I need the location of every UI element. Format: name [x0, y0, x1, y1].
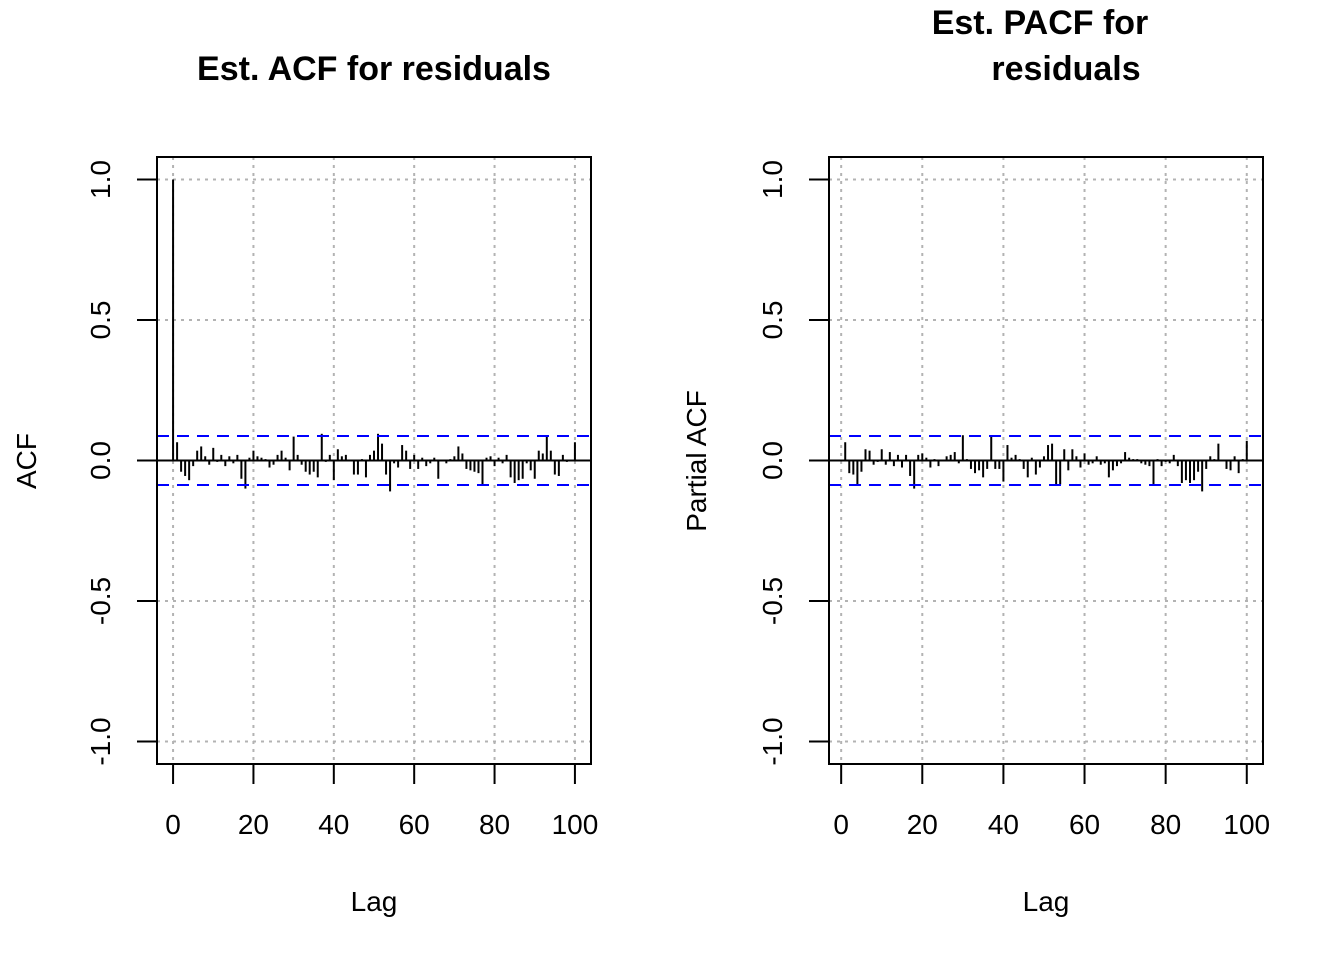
pacf-x-tick-label-4: 80	[1150, 809, 1181, 840]
pacf-panel: Est. PACF for residuals 0 20 40 60 80 100 -1.0…	[681, 4, 1270, 917]
pacf-title-line-2: residuals	[991, 50, 1140, 88]
acf-x-tick-label-4: 80	[479, 809, 510, 840]
acf-bars	[157, 179, 591, 492]
pacf-confidence-bounds	[829, 435, 1263, 486]
pacf-x-tick-label-3: 60	[1069, 809, 1100, 840]
acf-x-tick-label-0: 0	[165, 809, 181, 840]
pacf-y-tick-label-2: 0.0	[757, 441, 788, 480]
acf-axes: 0 20 40 60 80 100 -1.0 -0.5 0.0 0.5 1.0	[85, 156, 599, 840]
pacf-x-tick-label-2: 40	[988, 809, 1019, 840]
acf-x-axis-label: Lag	[351, 886, 398, 917]
pacf-x-tick-label-1: 20	[907, 809, 938, 840]
pacf-x-tick-label-0: 0	[833, 809, 849, 840]
pacf-axes: 0 20 40 60 80 100 -1.0 -0.5 0.0 0.5 1.0	[757, 156, 1270, 840]
acf-y-tick-label-1: -0.5	[85, 577, 116, 625]
pacf-x-axis-label: Lag	[1023, 886, 1070, 917]
pacf-title-line-1: Est. PACF for	[932, 4, 1149, 42]
pacf-y-tick-label-4: 1.0	[757, 160, 788, 199]
pacf-y-tick-label-3: 0.5	[757, 301, 788, 340]
acf-y-tick-label-2: 0.0	[85, 441, 116, 480]
acf-y-tick-label-3: 0.5	[85, 301, 116, 340]
pacf-grid	[829, 157, 1263, 764]
pacf-y-tick-label-1: -0.5	[757, 577, 788, 625]
pacf-y-tick-label-0: -1.0	[757, 717, 788, 765]
acf-panel: Est. ACF for residuals 0 20 40 60 80 100 -1.0 -…	[11, 50, 598, 917]
acf-y-axis-label: ACF	[11, 433, 42, 489]
acf-x-tick-label-2: 40	[318, 809, 349, 840]
acf-x-tick-label-3: 60	[399, 809, 430, 840]
pacf-x-tick-label-5: 100	[1223, 809, 1270, 840]
acf-y-tick-label-4: 1.0	[85, 160, 116, 199]
acf-x-tick-label-1: 20	[238, 809, 269, 840]
acf-confidence-bounds	[157, 435, 591, 486]
pacf-bars	[829, 435, 1263, 492]
acf-title-line-1: Est. ACF for residuals	[197, 50, 551, 88]
pacf-y-axis-label: Partial ACF	[681, 390, 712, 532]
acf-x-tick-label-5: 100	[552, 809, 599, 840]
acf-y-tick-label-0: -1.0	[85, 717, 116, 765]
